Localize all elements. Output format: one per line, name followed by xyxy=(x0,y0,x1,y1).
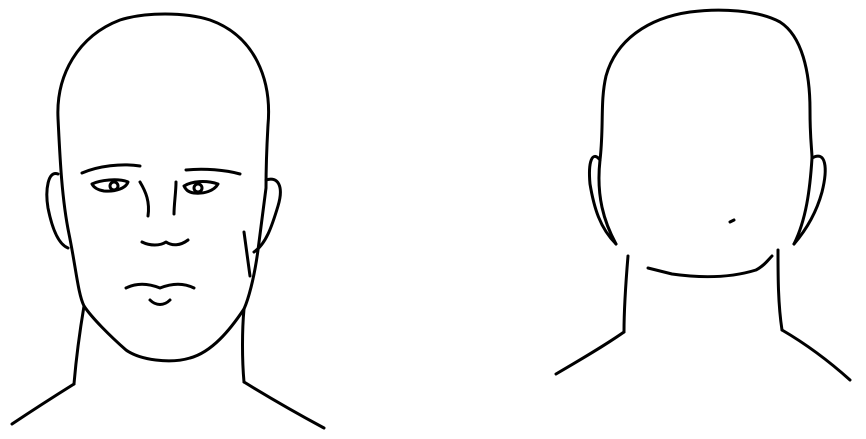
back-shoulder-right xyxy=(780,328,852,382)
front-right-eye xyxy=(182,180,220,195)
back-neck-right xyxy=(776,248,784,332)
front-right-pupil xyxy=(192,182,204,194)
front-mouth-lower xyxy=(148,298,172,306)
back-hairline xyxy=(646,254,774,279)
front-shoulder-right xyxy=(242,380,326,430)
front-shoulder-left xyxy=(10,382,76,426)
front-right-eyebrow xyxy=(184,167,242,176)
front-right-ear xyxy=(252,177,282,254)
back-shoulder-left xyxy=(554,330,626,376)
front-left-eye xyxy=(90,178,130,193)
front-nostrils xyxy=(140,238,190,247)
front-mouth-upper xyxy=(124,282,196,290)
front-head-outline xyxy=(56,12,271,363)
back-left-ear xyxy=(588,154,618,246)
back-head-outline xyxy=(597,8,814,246)
back-nape-mark xyxy=(728,218,736,224)
front-left-eyebrow xyxy=(80,163,142,175)
front-nose-right-line xyxy=(172,180,178,216)
front-cheek-right xyxy=(242,230,252,278)
front-neck-left xyxy=(72,304,86,386)
front-left-pupil xyxy=(108,180,120,192)
head-front-view xyxy=(10,12,326,430)
back-right-ear xyxy=(792,154,827,246)
head-back-view xyxy=(554,8,852,382)
back-neck-left xyxy=(622,254,630,334)
front-neck-right xyxy=(241,307,246,384)
front-left-ear xyxy=(45,172,70,250)
front-nose-left-line xyxy=(138,180,150,218)
